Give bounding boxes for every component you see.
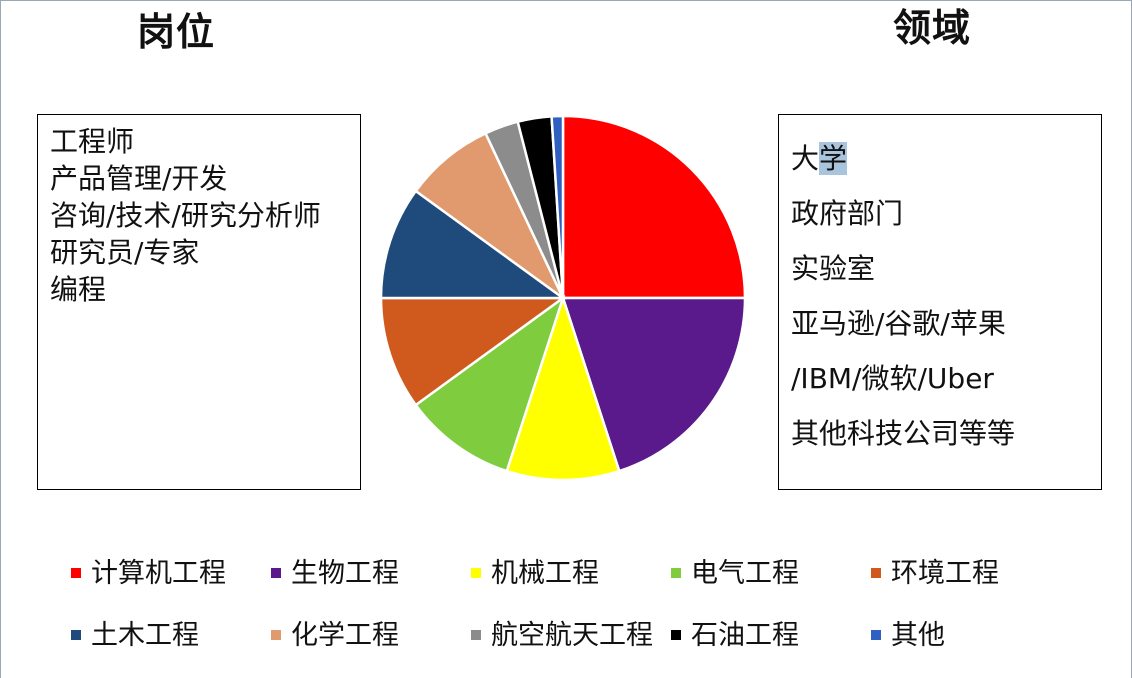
field-item: /IBM/微软/Uber [791,362,994,395]
pie-slice-2 [561,296,747,473]
legend-swatch [671,630,681,640]
legend-swatch [671,568,681,578]
legend-swatch [71,630,81,640]
legend-swatch [271,568,281,578]
legend-item: 机械工程 [471,553,599,593]
legend-label: 航空航天工程 [491,619,653,651]
legend-item: 石油工程 [671,615,799,655]
position-item: 咨询/技术/研究分析师 [50,199,321,232]
legend-swatch [71,568,81,578]
legend-item: 航空航天工程 [471,615,653,655]
pie-slice-6 [379,189,567,300]
position-item: 编程 [50,273,107,306]
fields-heading: 领域 [893,6,972,50]
pie-slice-5 [379,296,567,407]
field-item-university: 大学 [791,131,1101,186]
legend-label: 其他 [891,619,945,651]
pie-slice-1 [561,114,747,300]
field-text: 大 [791,142,820,175]
legend-swatch [471,630,481,640]
pie-chart [379,114,747,482]
legend-item: 计算机工程 [71,553,226,593]
position-item: 研究员/专家 [50,236,200,269]
field-item: 政府部门 [791,197,904,230]
legend-label: 生物工程 [291,557,399,589]
legend-swatch [471,568,481,578]
field-item: 其他科技公司等等 [791,417,1016,450]
legend-label: 土木工程 [91,619,199,651]
legend-item: 化学工程 [271,615,399,655]
position-item: 工程师 [50,125,135,158]
pie-slice-7 [414,131,565,300]
pie-slice-3 [505,293,621,482]
legend-item: 土木工程 [71,615,199,655]
legend-swatch [271,630,281,640]
legend-item: 其他 [871,615,945,655]
legend-label: 机械工程 [491,557,599,589]
legend-swatch [871,630,881,640]
legend-label: 环境工程 [891,557,999,589]
legend-label: 化学工程 [291,619,399,651]
chart-legend: 计算机工程 生物工程 机械工程 电气工程 环境工程土木工程 化学工程 航空航天工程 石油工程 其… [71,553,1091,663]
position-item: 产品管理/开发 [50,162,228,195]
legend-label: 电气工程 [691,557,799,589]
legend-label: 石油工程 [691,619,799,651]
field-item: 亚马逊/谷歌/苹果 [791,307,1006,340]
legend-swatch [871,568,881,578]
legend-item: 环境工程 [871,553,999,593]
field-item: 实验室 [791,252,876,285]
fields-box: 大学 政府部门 实验室 亚马逊/谷歌/苹果 /IBM/微软/Uber 其他科技公… [778,114,1102,490]
positions-box: 工程师 产品管理/开发 咨询/技术/研究分析师 研究员/专家 编程 [37,114,361,490]
legend-item: 电气工程 [671,553,799,593]
pie-slice-10 [550,114,565,299]
positions-heading: 岗位 [137,10,216,54]
pie-slice-4 [414,294,566,473]
legend-label: 计算机工程 [91,557,226,589]
text-selection-highlight: 学 [819,142,848,175]
legend-item: 生物工程 [271,553,399,593]
